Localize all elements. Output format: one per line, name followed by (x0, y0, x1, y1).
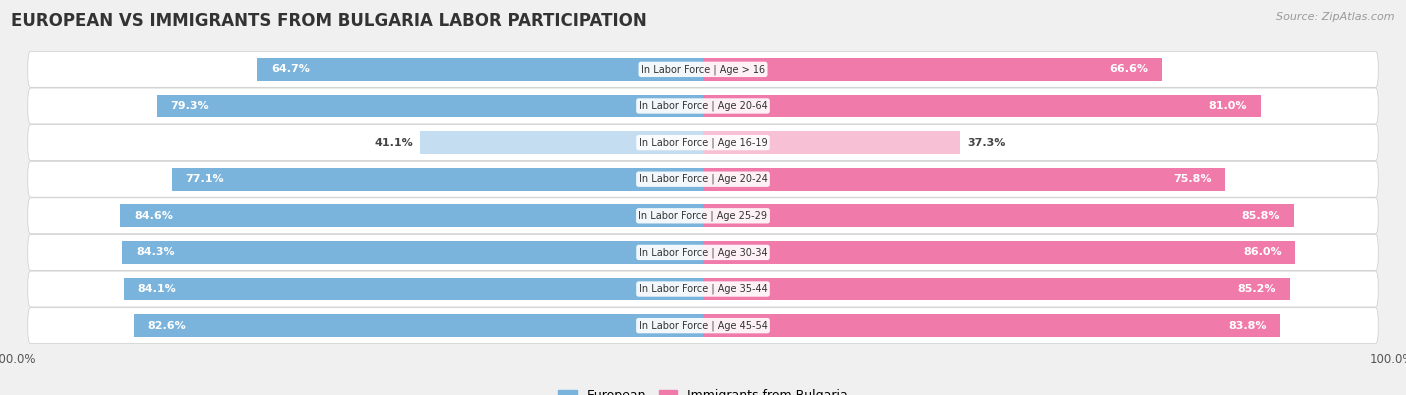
Bar (257, 58, 703, 81)
Text: In Labor Force | Age 20-64: In Labor Force | Age 20-64 (638, 101, 768, 111)
Text: In Labor Force | Age > 16: In Labor Force | Age > 16 (641, 64, 765, 75)
Text: 77.1%: 77.1% (186, 174, 224, 184)
Text: In Labor Force | Age 20-24: In Labor Force | Age 20-24 (638, 174, 768, 184)
Bar (124, 278, 703, 300)
Text: In Labor Force | Age 25-29: In Labor Force | Age 25-29 (638, 211, 768, 221)
Bar (156, 95, 703, 117)
FancyBboxPatch shape (28, 198, 1378, 234)
FancyBboxPatch shape (28, 235, 1378, 270)
Text: In Labor Force | Age 16-19: In Labor Force | Age 16-19 (638, 137, 768, 148)
Bar (420, 131, 703, 154)
Text: EUROPEAN VS IMMIGRANTS FROM BULGARIA LABOR PARTICIPATION: EUROPEAN VS IMMIGRANTS FROM BULGARIA LAB… (11, 12, 647, 30)
Text: 82.6%: 82.6% (148, 321, 187, 331)
Bar (703, 278, 1289, 300)
Bar (120, 205, 703, 227)
Bar (703, 168, 1225, 190)
Bar (122, 241, 703, 264)
Text: 84.6%: 84.6% (134, 211, 173, 221)
Bar (703, 95, 1261, 117)
Text: 79.3%: 79.3% (170, 101, 209, 111)
Text: In Labor Force | Age 30-34: In Labor Force | Age 30-34 (638, 247, 768, 258)
Bar (703, 241, 1295, 264)
Text: 75.8%: 75.8% (1173, 174, 1212, 184)
Text: 86.0%: 86.0% (1243, 247, 1282, 258)
FancyBboxPatch shape (28, 308, 1378, 344)
FancyBboxPatch shape (28, 161, 1378, 197)
Text: 64.7%: 64.7% (271, 64, 309, 74)
Bar (703, 205, 1294, 227)
Text: Source: ZipAtlas.com: Source: ZipAtlas.com (1277, 12, 1395, 22)
Bar (703, 58, 1161, 81)
Bar (172, 168, 703, 190)
FancyBboxPatch shape (28, 271, 1378, 307)
Text: 66.6%: 66.6% (1109, 64, 1149, 74)
FancyBboxPatch shape (28, 51, 1378, 87)
Text: 83.8%: 83.8% (1227, 321, 1267, 331)
Text: 85.8%: 85.8% (1241, 211, 1281, 221)
Bar (134, 314, 703, 337)
Legend: European, Immigrants from Bulgaria: European, Immigrants from Bulgaria (553, 384, 853, 395)
FancyBboxPatch shape (28, 88, 1378, 124)
Text: 41.1%: 41.1% (374, 137, 413, 148)
Text: 84.3%: 84.3% (136, 247, 174, 258)
Bar (703, 314, 1281, 337)
Text: 85.2%: 85.2% (1237, 284, 1277, 294)
FancyBboxPatch shape (28, 125, 1378, 160)
Text: 84.1%: 84.1% (138, 284, 176, 294)
Text: 81.0%: 81.0% (1209, 101, 1247, 111)
Text: 37.3%: 37.3% (967, 137, 1005, 148)
Text: In Labor Force | Age 35-44: In Labor Force | Age 35-44 (638, 284, 768, 294)
Text: In Labor Force | Age 45-54: In Labor Force | Age 45-54 (638, 320, 768, 331)
Bar (703, 131, 960, 154)
